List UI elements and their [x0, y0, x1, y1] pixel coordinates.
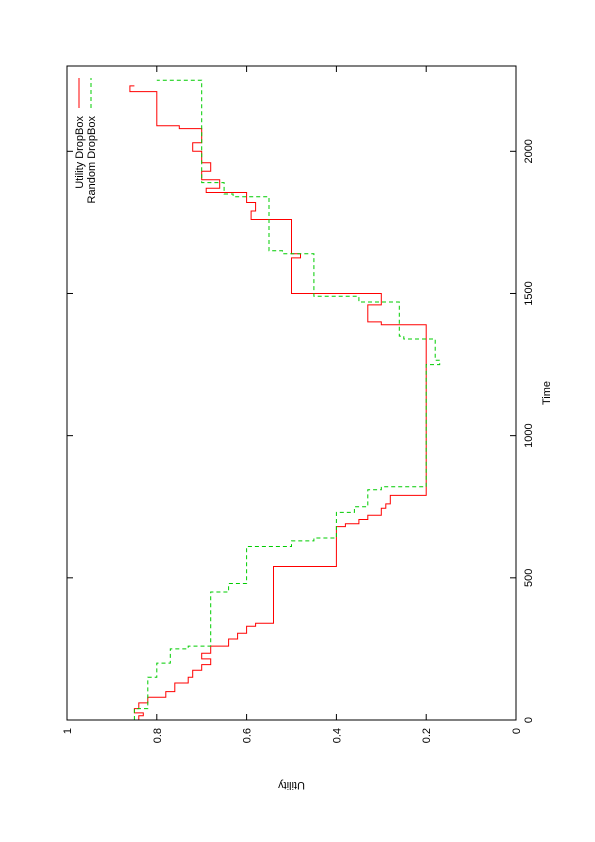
- x-tick-label: 2000: [523, 139, 535, 163]
- series-line-2: [133, 79, 441, 720]
- series-line-1: [129, 85, 427, 720]
- ticks-layer: 0 500 1000 1500 2000 0 0.2 0.4 0.6 0.8 1: [62, 66, 535, 743]
- y-tick-label: 0.4: [331, 728, 343, 743]
- y-tick-label: 0.8: [152, 728, 164, 743]
- y-tick-label: 1: [62, 728, 74, 734]
- y-tick-label: 0.6: [242, 728, 254, 743]
- legend-label-1: Utility DropBox: [74, 116, 86, 189]
- x-axis-label: Time: [541, 381, 553, 405]
- plot-frame: [66, 65, 517, 721]
- x-tick-label: 1000: [523, 423, 535, 447]
- y-tick-label: 0: [511, 728, 523, 734]
- x-tick-label: 1500: [523, 281, 535, 305]
- rotated-chart-group: 0 500 1000 1500 2000 0 0.2 0.4 0.6 0.8 1 Time Util…: [62, 65, 553, 791]
- legend-label-2: Random DropBox: [86, 116, 98, 204]
- series-layer: [129, 79, 441, 720]
- x-tick-label: 500: [523, 569, 535, 587]
- y-tick-label: 0.2: [421, 728, 433, 743]
- y-axis-label: Utility: [278, 779, 305, 791]
- legend: Utility DropBox Random DropBox: [74, 78, 98, 203]
- x-tick-label: 0: [523, 717, 535, 723]
